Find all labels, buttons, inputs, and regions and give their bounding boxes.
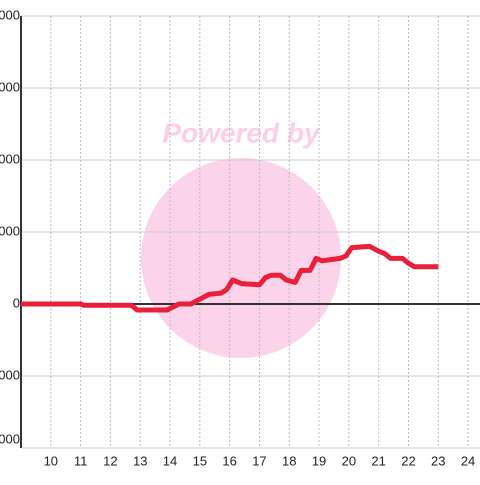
watermark-logo: [141, 158, 341, 358]
x-tick-label: 23: [431, 453, 445, 468]
x-tick-label: 11: [74, 453, 88, 468]
x-tick-label: 17: [252, 453, 266, 468]
y-tick-label: 9,000: [0, 79, 20, 94]
y-tick-label: -6,000: [0, 431, 20, 446]
x-tick-label: 14: [163, 453, 177, 468]
x-tick-label: 12: [103, 453, 117, 468]
y-tick-label: 12,000: [0, 7, 20, 22]
y-tick-label: 3,000: [0, 223, 20, 238]
data-line: [21, 243, 439, 313]
watermark: Powered by: [162, 117, 321, 148]
y-tick-label: 0: [13, 295, 20, 310]
x-tick-label: 18: [282, 453, 296, 468]
x-tick-label: 22: [401, 453, 415, 468]
x-tick-label: 24: [461, 453, 475, 468]
y-tick-label: -3,000: [0, 367, 20, 382]
x-tick-label: 16: [222, 453, 236, 468]
x-tick-label: 10: [44, 453, 58, 468]
x-tick-label: 21: [371, 453, 385, 468]
y-tick-label: 6,000: [0, 151, 20, 166]
x-tick-label: 20: [342, 453, 356, 468]
x-tick-label: 19: [312, 453, 326, 468]
x-tick-label: 13: [133, 453, 147, 468]
x-tick-label: 15: [193, 453, 207, 468]
